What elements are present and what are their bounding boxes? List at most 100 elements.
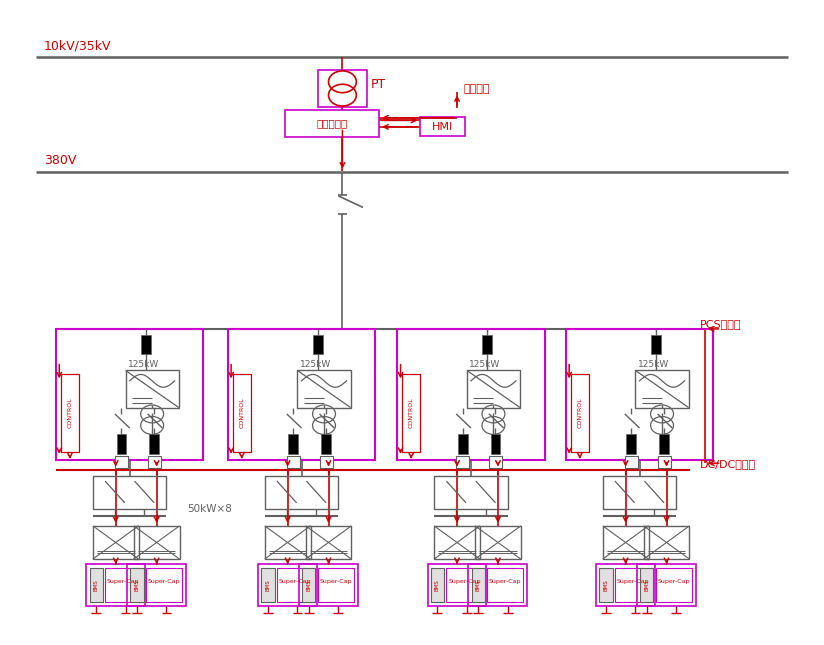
Bar	[133, 526, 180, 559]
Text: CONTROL: CONTROL	[409, 397, 414, 428]
Text: BMS: BMS	[603, 579, 608, 591]
Bar	[602, 476, 677, 509]
Bar	[285, 110, 379, 137]
Text: BMS: BMS	[435, 579, 440, 591]
Bar	[651, 335, 661, 354]
Text: CONTROL: CONTROL	[578, 397, 583, 428]
Text: Super-Cap: Super-Cap	[320, 579, 352, 584]
Bar	[640, 568, 653, 602]
Text: 125kW: 125kW	[470, 359, 500, 368]
Bar	[482, 335, 492, 354]
Bar	[130, 568, 143, 602]
Bar	[490, 434, 500, 453]
Bar	[602, 526, 648, 559]
Bar	[456, 456, 470, 468]
Text: DC/DC变流器: DC/DC变流器	[700, 459, 756, 470]
Bar	[469, 564, 527, 606]
Text: Super-Cap: Super-Cap	[658, 579, 691, 584]
Bar	[125, 370, 179, 408]
Bar	[115, 456, 128, 468]
Bar	[258, 564, 317, 606]
Bar	[232, 373, 250, 452]
Bar	[428, 564, 486, 606]
Bar	[313, 335, 323, 354]
Text: BMS: BMS	[644, 579, 649, 591]
Text: Super-Cap: Super-Cap	[448, 579, 480, 584]
Bar	[656, 568, 692, 602]
Bar	[61, 373, 79, 452]
Bar	[420, 117, 466, 137]
Bar	[321, 434, 331, 453]
Bar	[146, 568, 182, 602]
Bar	[149, 434, 159, 453]
Text: PCS变流器: PCS变流器	[700, 319, 742, 329]
Bar	[644, 526, 690, 559]
Bar	[318, 70, 367, 107]
Bar	[127, 564, 186, 606]
Text: Super-Cap: Super-Cap	[489, 579, 522, 584]
Text: CONTROL: CONTROL	[239, 397, 244, 428]
Bar	[434, 526, 480, 559]
Text: 125kW: 125kW	[128, 359, 159, 368]
Bar	[402, 373, 420, 452]
Bar	[288, 434, 298, 453]
Bar	[637, 564, 696, 606]
Bar	[116, 434, 126, 453]
Bar	[299, 564, 358, 606]
Bar	[625, 456, 638, 468]
Bar	[93, 476, 166, 509]
Bar	[447, 568, 482, 602]
Bar	[318, 568, 353, 602]
Text: BMS: BMS	[265, 579, 270, 591]
Text: Super-Cap: Super-Cap	[147, 579, 180, 584]
Bar	[475, 526, 521, 559]
Text: 380V: 380V	[44, 154, 76, 167]
Bar	[596, 564, 655, 606]
Bar	[302, 568, 316, 602]
Text: PT: PT	[370, 78, 386, 91]
Bar	[487, 568, 523, 602]
Bar	[566, 329, 714, 460]
Text: 125kW: 125kW	[300, 359, 331, 368]
Bar	[261, 568, 274, 602]
Text: BMS: BMS	[134, 579, 139, 591]
Bar	[228, 329, 375, 460]
Text: 至上位机: 至上位机	[464, 84, 490, 94]
Text: HMI: HMI	[432, 122, 453, 132]
Bar	[635, 370, 689, 408]
Bar	[105, 568, 141, 602]
Text: Super-Cap: Super-Cap	[107, 579, 139, 584]
Bar	[141, 335, 151, 354]
Text: 50kW×8: 50kW×8	[187, 504, 232, 514]
Bar	[297, 370, 351, 408]
Bar	[599, 568, 612, 602]
Bar	[87, 564, 145, 606]
Bar	[306, 526, 351, 559]
Bar	[658, 456, 671, 468]
Bar	[277, 568, 313, 602]
Bar	[320, 456, 333, 468]
Bar	[489, 456, 502, 468]
Bar	[147, 456, 161, 468]
Text: BMS: BMS	[307, 579, 311, 591]
Text: BMS: BMS	[94, 579, 99, 591]
Text: BMS: BMS	[475, 579, 480, 591]
Bar	[434, 476, 508, 509]
Bar	[265, 476, 339, 509]
Text: Super-Cap: Super-Cap	[279, 579, 311, 584]
Text: 10kV/35kV: 10kV/35kV	[44, 39, 111, 52]
Text: 集中控制器: 集中控制器	[316, 119, 348, 128]
Bar	[93, 526, 138, 559]
Text: Super-Cap: Super-Cap	[616, 579, 649, 584]
Bar	[458, 434, 468, 453]
Bar	[659, 434, 669, 453]
Bar	[431, 568, 444, 602]
Bar	[626, 434, 636, 453]
Text: CONTROL: CONTROL	[68, 397, 73, 428]
Bar	[615, 568, 651, 602]
Bar	[571, 373, 589, 452]
Bar	[56, 329, 204, 460]
Bar	[397, 329, 545, 460]
Bar	[467, 370, 520, 408]
Bar	[265, 526, 311, 559]
